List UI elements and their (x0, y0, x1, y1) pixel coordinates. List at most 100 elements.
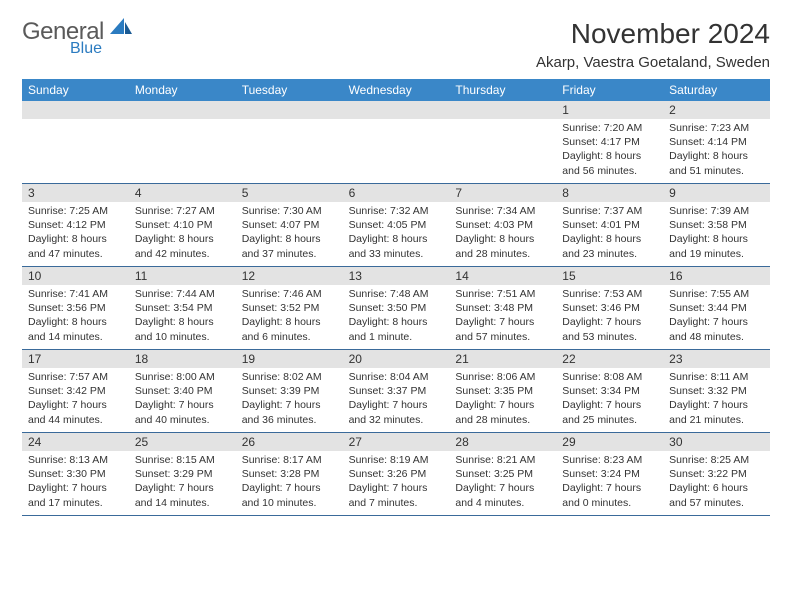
weekday-saturday: Saturday (663, 79, 770, 101)
day-details: Sunrise: 7:32 AMSunset: 4:05 PMDaylight:… (343, 202, 450, 265)
sunrise-text: Sunrise: 8:04 AM (349, 370, 444, 384)
day-details: Sunrise: 8:00 AMSunset: 3:40 PMDaylight:… (129, 368, 236, 431)
day-details: Sunrise: 7:20 AMSunset: 4:17 PMDaylight:… (556, 119, 663, 182)
day-number: 16 (663, 267, 770, 285)
day-cell: 25Sunrise: 8:15 AMSunset: 3:29 PMDayligh… (129, 433, 236, 515)
sunrise-text: Sunrise: 7:57 AM (28, 370, 123, 384)
sunrise-text: Sunrise: 7:39 AM (669, 204, 764, 218)
weekday-wednesday: Wednesday (343, 79, 450, 101)
day-details: Sunrise: 7:46 AMSunset: 3:52 PMDaylight:… (236, 285, 343, 348)
sunset-text: Sunset: 3:29 PM (135, 467, 230, 481)
day-cell: 11Sunrise: 7:44 AMSunset: 3:54 PMDayligh… (129, 267, 236, 349)
day-details: Sunrise: 7:55 AMSunset: 3:44 PMDaylight:… (663, 285, 770, 348)
day-number: 17 (22, 350, 129, 368)
sunset-text: Sunset: 3:37 PM (349, 384, 444, 398)
sunset-text: Sunset: 4:01 PM (562, 218, 657, 232)
day-details: Sunrise: 7:25 AMSunset: 4:12 PMDaylight:… (22, 202, 129, 265)
sunrise-text: Sunrise: 8:13 AM (28, 453, 123, 467)
weekday-sunday: Sunday (22, 79, 129, 101)
daylight-text: Daylight: 7 hours and 40 minutes. (135, 398, 230, 426)
day-cell: 17Sunrise: 7:57 AMSunset: 3:42 PMDayligh… (22, 350, 129, 432)
sunset-text: Sunset: 3:42 PM (28, 384, 123, 398)
day-number: 30 (663, 433, 770, 451)
sunset-text: Sunset: 3:58 PM (669, 218, 764, 232)
sunset-text: Sunset: 3:26 PM (349, 467, 444, 481)
day-details: Sunrise: 8:19 AMSunset: 3:26 PMDaylight:… (343, 451, 450, 514)
day-details: Sunrise: 7:23 AMSunset: 4:14 PMDaylight:… (663, 119, 770, 182)
day-cell: 24Sunrise: 8:13 AMSunset: 3:30 PMDayligh… (22, 433, 129, 515)
sunset-text: Sunset: 4:10 PM (135, 218, 230, 232)
day-cell: 22Sunrise: 8:08 AMSunset: 3:34 PMDayligh… (556, 350, 663, 432)
sunrise-text: Sunrise: 7:32 AM (349, 204, 444, 218)
day-number: 14 (449, 267, 556, 285)
day-cell: 9Sunrise: 7:39 AMSunset: 3:58 PMDaylight… (663, 184, 770, 266)
sunrise-text: Sunrise: 7:25 AM (28, 204, 123, 218)
day-details: Sunrise: 8:25 AMSunset: 3:22 PMDaylight:… (663, 451, 770, 514)
day-details: Sunrise: 8:08 AMSunset: 3:34 PMDaylight:… (556, 368, 663, 431)
day-cell: 19Sunrise: 8:02 AMSunset: 3:39 PMDayligh… (236, 350, 343, 432)
day-details: Sunrise: 7:39 AMSunset: 3:58 PMDaylight:… (663, 202, 770, 265)
sunrise-text: Sunrise: 7:55 AM (669, 287, 764, 301)
weekday-monday: Monday (129, 79, 236, 101)
calendar-page: General Blue November 2024 Akarp, Vaestr… (0, 0, 792, 526)
daylight-text: Daylight: 7 hours and 28 minutes. (455, 398, 550, 426)
day-details: Sunrise: 7:48 AMSunset: 3:50 PMDaylight:… (343, 285, 450, 348)
day-cell: 3Sunrise: 7:25 AMSunset: 4:12 PMDaylight… (22, 184, 129, 266)
sunrise-text: Sunrise: 7:23 AM (669, 121, 764, 135)
sunset-text: Sunset: 3:48 PM (455, 301, 550, 315)
daylight-text: Daylight: 8 hours and 6 minutes. (242, 315, 337, 343)
sunset-text: Sunset: 3:56 PM (28, 301, 123, 315)
day-number: 20 (343, 350, 450, 368)
day-details: Sunrise: 7:57 AMSunset: 3:42 PMDaylight:… (22, 368, 129, 431)
day-cell: 15Sunrise: 7:53 AMSunset: 3:46 PMDayligh… (556, 267, 663, 349)
daylight-text: Daylight: 7 hours and 7 minutes. (349, 481, 444, 509)
sunset-text: Sunset: 3:46 PM (562, 301, 657, 315)
day-number: 22 (556, 350, 663, 368)
day-cell: 7Sunrise: 7:34 AMSunset: 4:03 PMDaylight… (449, 184, 556, 266)
sunrise-text: Sunrise: 8:23 AM (562, 453, 657, 467)
sunrise-text: Sunrise: 7:46 AM (242, 287, 337, 301)
sunset-text: Sunset: 3:34 PM (562, 384, 657, 398)
daylight-text: Daylight: 7 hours and 57 minutes. (455, 315, 550, 343)
daylight-text: Daylight: 7 hours and 32 minutes. (349, 398, 444, 426)
sunset-text: Sunset: 3:24 PM (562, 467, 657, 481)
daylight-text: Daylight: 8 hours and 47 minutes. (28, 232, 123, 260)
day-cell: 28Sunrise: 8:21 AMSunset: 3:25 PMDayligh… (449, 433, 556, 515)
day-cell: 14Sunrise: 7:51 AMSunset: 3:48 PMDayligh… (449, 267, 556, 349)
day-cell: 6Sunrise: 7:32 AMSunset: 4:05 PMDaylight… (343, 184, 450, 266)
day-cell: 30Sunrise: 8:25 AMSunset: 3:22 PMDayligh… (663, 433, 770, 515)
sunrise-text: Sunrise: 8:06 AM (455, 370, 550, 384)
day-details: Sunrise: 7:37 AMSunset: 4:01 PMDaylight:… (556, 202, 663, 265)
sunset-text: Sunset: 3:52 PM (242, 301, 337, 315)
day-cell (22, 101, 129, 183)
sunrise-text: Sunrise: 8:11 AM (669, 370, 764, 384)
calendar-grid: SundayMondayTuesdayWednesdayThursdayFrid… (22, 79, 770, 516)
day-details: Sunrise: 7:34 AMSunset: 4:03 PMDaylight:… (449, 202, 556, 265)
day-cell (129, 101, 236, 183)
day-cell (449, 101, 556, 183)
sunrise-text: Sunrise: 7:44 AM (135, 287, 230, 301)
brand-logo: General Blue (22, 18, 132, 58)
sunset-text: Sunset: 3:22 PM (669, 467, 764, 481)
day-number: 24 (22, 433, 129, 451)
sunset-text: Sunset: 3:35 PM (455, 384, 550, 398)
daylight-text: Daylight: 7 hours and 36 minutes. (242, 398, 337, 426)
weekday-friday: Friday (556, 79, 663, 101)
day-number: 1 (556, 101, 663, 119)
day-details: Sunrise: 8:15 AMSunset: 3:29 PMDaylight:… (129, 451, 236, 514)
daylight-text: Daylight: 8 hours and 28 minutes. (455, 232, 550, 260)
day-number: 25 (129, 433, 236, 451)
empty-day-number (22, 101, 129, 119)
day-number: 2 (663, 101, 770, 119)
day-number: 13 (343, 267, 450, 285)
day-details: Sunrise: 7:53 AMSunset: 3:46 PMDaylight:… (556, 285, 663, 348)
day-number: 9 (663, 184, 770, 202)
day-number: 15 (556, 267, 663, 285)
week-row: 17Sunrise: 7:57 AMSunset: 3:42 PMDayligh… (22, 350, 770, 433)
day-cell: 2Sunrise: 7:23 AMSunset: 4:14 PMDaylight… (663, 101, 770, 183)
empty-day-number (449, 101, 556, 119)
empty-day-number (129, 101, 236, 119)
sunrise-text: Sunrise: 8:15 AM (135, 453, 230, 467)
day-number: 26 (236, 433, 343, 451)
sunrise-text: Sunrise: 7:37 AM (562, 204, 657, 218)
